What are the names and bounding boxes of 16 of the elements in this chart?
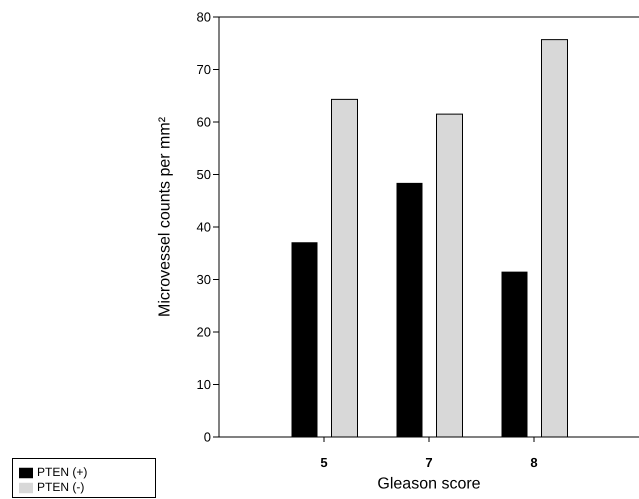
x-tick-label: 7 [425,455,433,470]
y-tick-label: 20 [196,324,211,340]
y-tick-label: 30 [196,272,211,288]
y-axis-title: Microvessel counts per mm² [156,116,174,317]
y-tick-label: 70 [196,62,211,78]
y-tick-label: 10 [196,377,211,392]
legend-label: PTEN (-) [37,480,84,494]
y-tick-label: 40 [196,220,211,235]
x-tick-label: 5 [320,455,328,470]
x-tick-label: 8 [530,455,538,470]
y-tick-label: 50 [196,167,211,182]
legend-label: PTEN (+) [37,465,88,479]
y-tick-label: 60 [196,114,211,130]
y-tick-label: 80 [196,10,211,25]
x-axis-title: Gleason score [377,475,481,492]
y-tick-label: 0 [204,430,211,445]
